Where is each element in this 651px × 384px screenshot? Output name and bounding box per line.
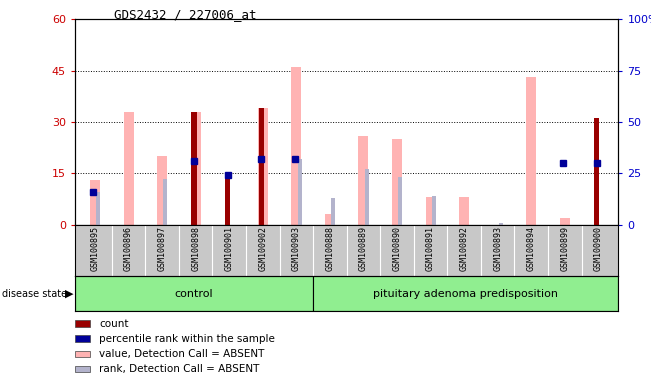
Bar	[392, 139, 402, 225]
Text: GDS2432 / 227006_at: GDS2432 / 227006_at	[114, 8, 256, 22]
Text: percentile rank within the sample: percentile rank within the sample	[100, 334, 275, 344]
Bar	[432, 196, 436, 225]
Bar	[291, 67, 301, 225]
Bar	[258, 108, 264, 225]
Text: GSM100893: GSM100893	[493, 226, 502, 271]
Text: rank, Detection Call = ABSENT: rank, Detection Call = ABSENT	[100, 364, 260, 374]
Text: disease state: disease state	[2, 289, 67, 299]
Bar	[96, 192, 100, 225]
Text: ▶: ▶	[65, 289, 74, 299]
Text: value, Detection Call = ABSENT: value, Detection Call = ABSENT	[100, 349, 265, 359]
Bar	[75, 320, 90, 327]
Text: GSM100892: GSM100892	[460, 226, 469, 271]
Bar	[124, 112, 133, 225]
Text: GSM100890: GSM100890	[393, 226, 402, 271]
Bar	[499, 223, 503, 225]
Text: GSM100888: GSM100888	[326, 226, 335, 271]
Bar	[163, 179, 167, 225]
Bar	[325, 214, 335, 225]
Text: GSM100903: GSM100903	[292, 226, 301, 271]
Text: GSM100894: GSM100894	[527, 226, 536, 271]
Bar	[75, 366, 90, 372]
Bar	[75, 276, 312, 311]
Bar	[225, 173, 230, 225]
Bar	[398, 177, 402, 225]
Bar	[75, 336, 90, 342]
Text: GSM100900: GSM100900	[594, 226, 603, 271]
Bar	[331, 198, 335, 225]
Bar	[258, 108, 268, 225]
Text: GSM100889: GSM100889	[359, 226, 368, 271]
Bar	[426, 197, 436, 225]
Bar	[75, 351, 90, 357]
Text: GSM100902: GSM100902	[258, 226, 268, 271]
Bar	[359, 136, 368, 225]
Text: GSM100898: GSM100898	[191, 226, 200, 271]
Bar	[191, 112, 201, 225]
Text: control: control	[174, 289, 213, 299]
Text: pituitary adenoma predisposition: pituitary adenoma predisposition	[373, 289, 558, 299]
Text: GSM100891: GSM100891	[426, 226, 435, 271]
Text: GSM100896: GSM100896	[124, 226, 133, 271]
Text: GSM100901: GSM100901	[225, 226, 234, 271]
Bar	[312, 276, 618, 311]
Bar	[191, 112, 197, 225]
Bar	[594, 119, 599, 225]
Bar	[365, 169, 369, 225]
Bar	[560, 218, 570, 225]
Bar	[90, 180, 100, 225]
Bar	[526, 78, 536, 225]
Text: GSM100895: GSM100895	[90, 226, 100, 271]
Text: GSM100897: GSM100897	[158, 226, 167, 271]
Bar	[459, 197, 469, 225]
Text: count: count	[100, 318, 129, 329]
Text: GSM100899: GSM100899	[561, 226, 569, 271]
Bar	[298, 159, 301, 225]
Bar	[157, 156, 167, 225]
